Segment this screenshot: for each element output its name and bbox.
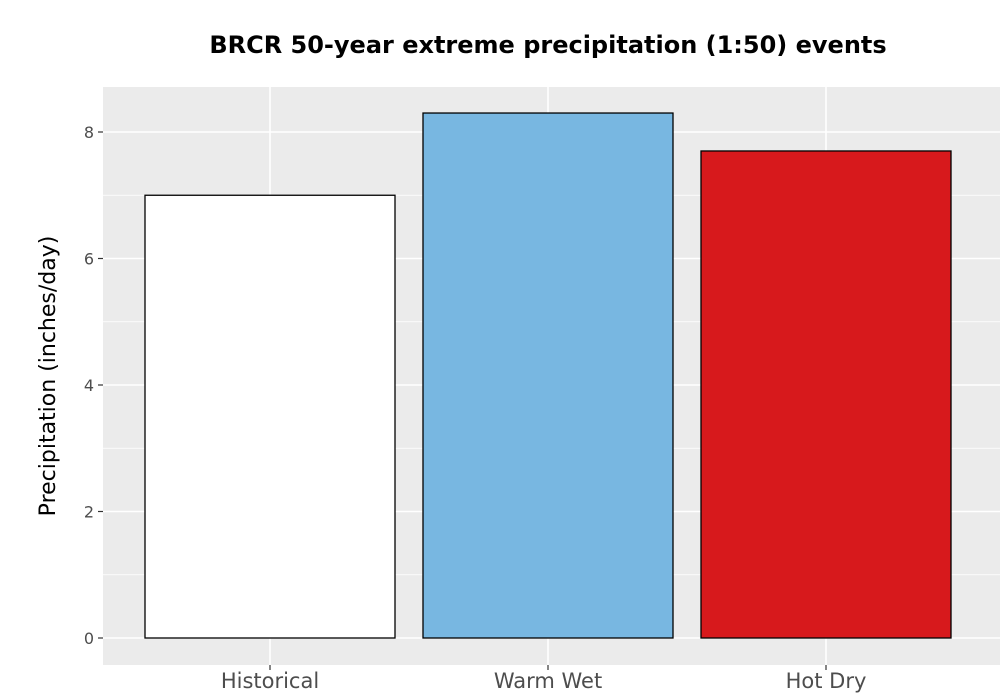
x-tick-label: Historical [221,669,319,693]
bar-hot-dry [700,150,952,639]
chart-title: BRCR 50-year extreme precipitation (1:50… [209,31,886,59]
y-tick-label: 0 [84,629,94,648]
y-axis-label: Precipitation (inches/day) [36,236,61,517]
bars [144,112,952,639]
bar-historical [144,194,396,639]
y-tick-label: 8 [84,123,94,142]
y-tick-label: 6 [84,250,94,269]
x-tick-label: Hot Dry [786,669,867,693]
y-tick-label: 2 [84,503,94,522]
y-axis-ticks: 0 2 4 6 8 [84,123,103,648]
bar-warm-wet [422,112,674,639]
x-axis-ticks: Historical Warm Wet Hot Dry [221,665,867,693]
x-tick-label: Warm Wet [494,669,602,693]
y-tick-label: 4 [84,376,94,395]
